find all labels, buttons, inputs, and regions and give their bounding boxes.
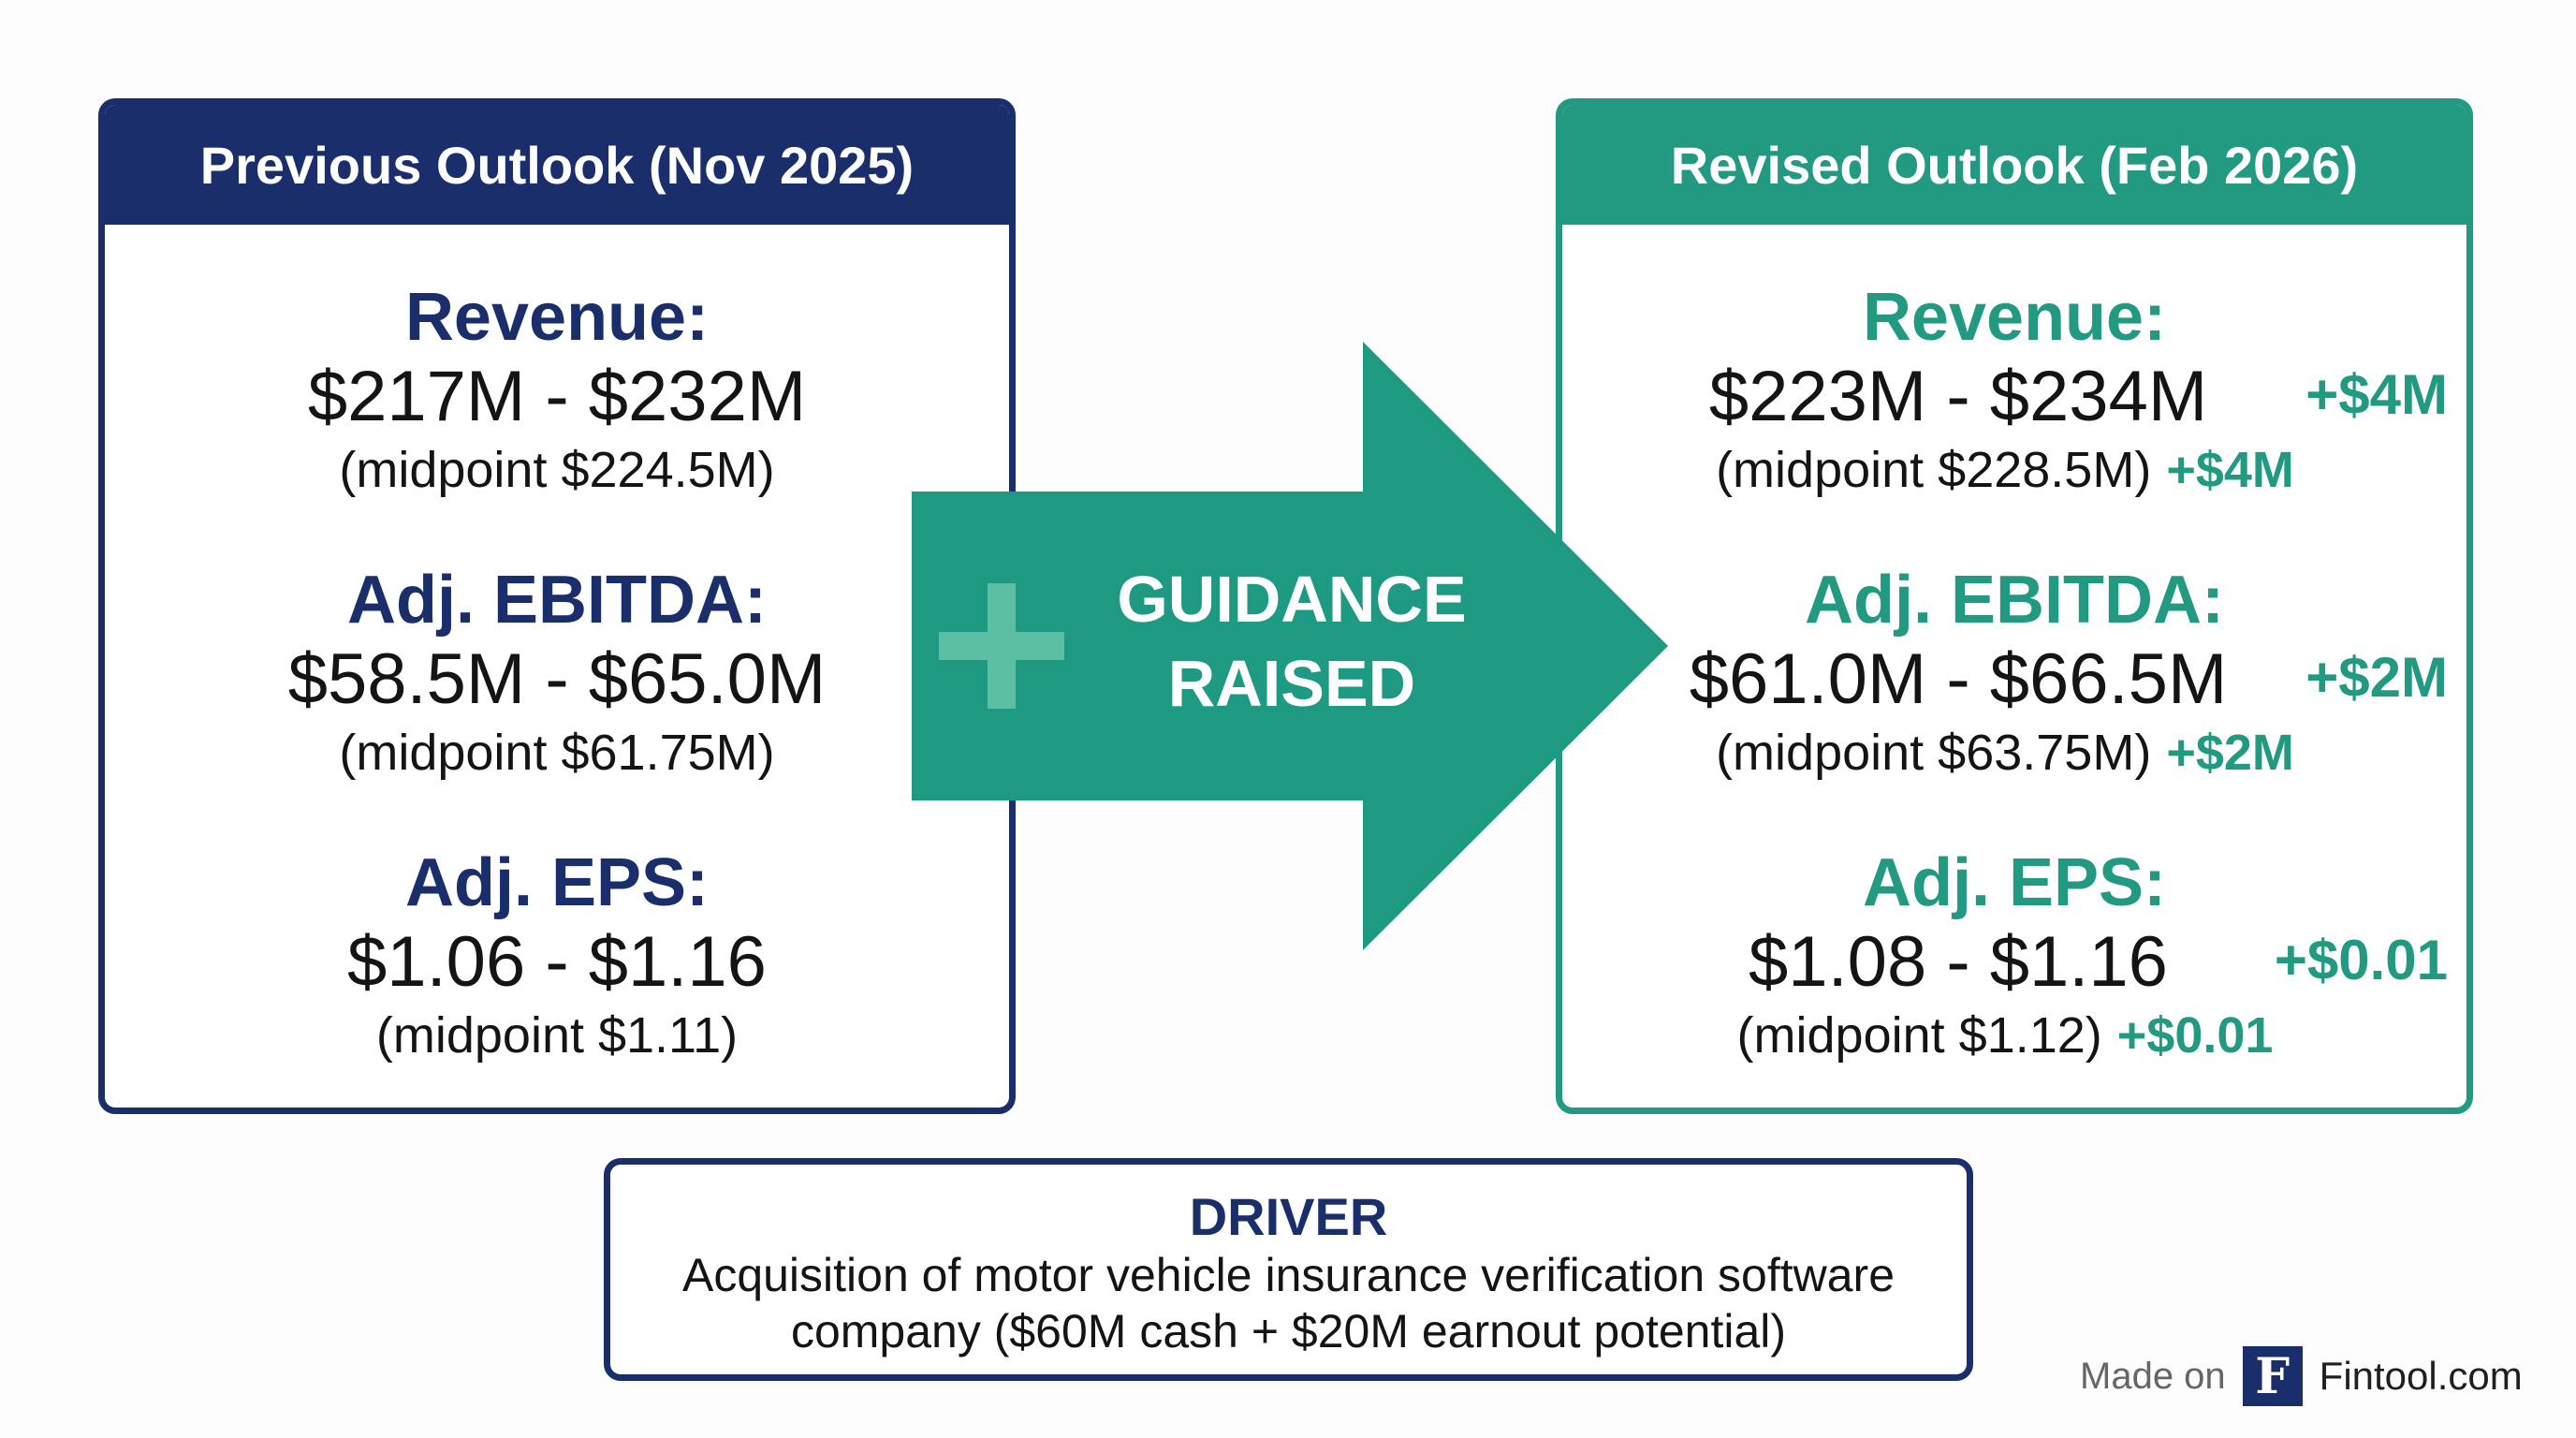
metric-label: Adj. EPS: <box>1862 845 2167 920</box>
driver-text: Acquisition of motor vehicle insurance v… <box>681 1249 1895 1357</box>
metric-midpoint-row: (midpoint $228.5M) +$4M <box>1562 437 2466 503</box>
metric-midpoint: (midpoint $1.11) <box>375 1007 739 1064</box>
revised-ebitda: Adj. EBITDA: $61.0M - $66.5M +$2M (midpo… <box>1562 561 2466 785</box>
metric-range: $223M - $234M <box>1708 357 2208 436</box>
made-on-label: Made on <box>2080 1355 2226 1397</box>
metric-midpoint: (midpoint $1.12) <box>1736 1007 2102 1064</box>
previous-outlook-title: Previous Outlook (Nov 2025) <box>105 105 1009 225</box>
metric-range: $58.5M - $65.0M <box>287 639 827 719</box>
made-on-credit[interactable]: Made on F Fintool.com <box>2080 1343 2523 1409</box>
metric-label: Adj. EBITDA: <box>1805 563 2224 638</box>
fintool-brand-link[interactable]: Fintool.com <box>2319 1354 2523 1398</box>
metric-label: Revenue: <box>404 280 710 355</box>
range-delta-badge: +$4M <box>2305 363 2448 426</box>
driver-box: DRIVER Acquisition of motor vehicle insu… <box>604 1158 1973 1381</box>
midpoint-delta-badge: +$4M <box>2166 442 2294 498</box>
metric-range: $1.06 - $1.16 <box>347 922 767 1002</box>
previous-revenue: Revenue: $217M - $232M (midpoint $224.5M… <box>105 278 1009 503</box>
metric-midpoint: (midpoint $63.75M) <box>1716 725 2152 781</box>
revised-outlook-card: Revised Outlook (Feb 2026) Revenue: $223… <box>1556 98 2473 1114</box>
revised-outlook-title: Revised Outlook (Feb 2026) <box>1562 105 2466 225</box>
fintool-logo-icon: F <box>2242 1346 2303 1406</box>
metric-midpoint: (midpoint $61.75M) <box>339 725 775 781</box>
metric-range: $61.0M - $66.5M <box>1689 639 2228 719</box>
range-delta-badge: +$0.01 <box>2274 929 2448 991</box>
metric-label: Revenue: <box>1862 280 2167 355</box>
arrow-label-line1: GUIDANCE <box>1117 563 1467 636</box>
previous-outlook-card: Previous Outlook (Nov 2025) Revenue: $21… <box>98 98 1016 1114</box>
arrow-label-line2: RAISED <box>1167 647 1416 720</box>
range-delta-badge: +$2M <box>2305 646 2448 709</box>
midpoint-delta-badge: +$2M <box>2166 725 2294 781</box>
revised-eps: Adj. EPS: $1.08 - $1.16 +$0.01 (midpoint… <box>1562 844 2466 1068</box>
revised-revenue: Revenue: $223M - $234M +$4M (midpoint $2… <box>1562 278 2466 503</box>
arrow-shape <box>912 342 1668 950</box>
metric-label: Adj. EPS: <box>404 845 710 920</box>
metric-range: $1.08 - $1.16 <box>1749 922 2168 1002</box>
previous-eps: Adj. EPS: $1.06 - $1.16 (midpoint $1.11) <box>105 844 1009 1068</box>
driver-title: DRIVER <box>1189 1187 1388 1246</box>
metric-label: Adj. EBITDA: <box>347 563 767 638</box>
plus-icon-horizontal <box>939 632 1064 660</box>
metric-midpoint: (midpoint $228.5M) <box>1716 442 2152 498</box>
previous-ebitda: Adj. EBITDA: $58.5M - $65.0M (midpoint $… <box>105 561 1009 785</box>
metric-midpoint: (midpoint $224.5M) <box>339 442 775 498</box>
metric-range: $217M - $232M <box>307 357 807 436</box>
guidance-arrow <box>912 342 1668 950</box>
metric-midpoint-row: (midpoint $63.75M) +$2M <box>1562 720 2466 785</box>
metric-midpoint-row: (midpoint $1.12) +$0.01 <box>1562 1003 2466 1068</box>
midpoint-delta-badge: +$0.01 <box>2116 1007 2274 1064</box>
